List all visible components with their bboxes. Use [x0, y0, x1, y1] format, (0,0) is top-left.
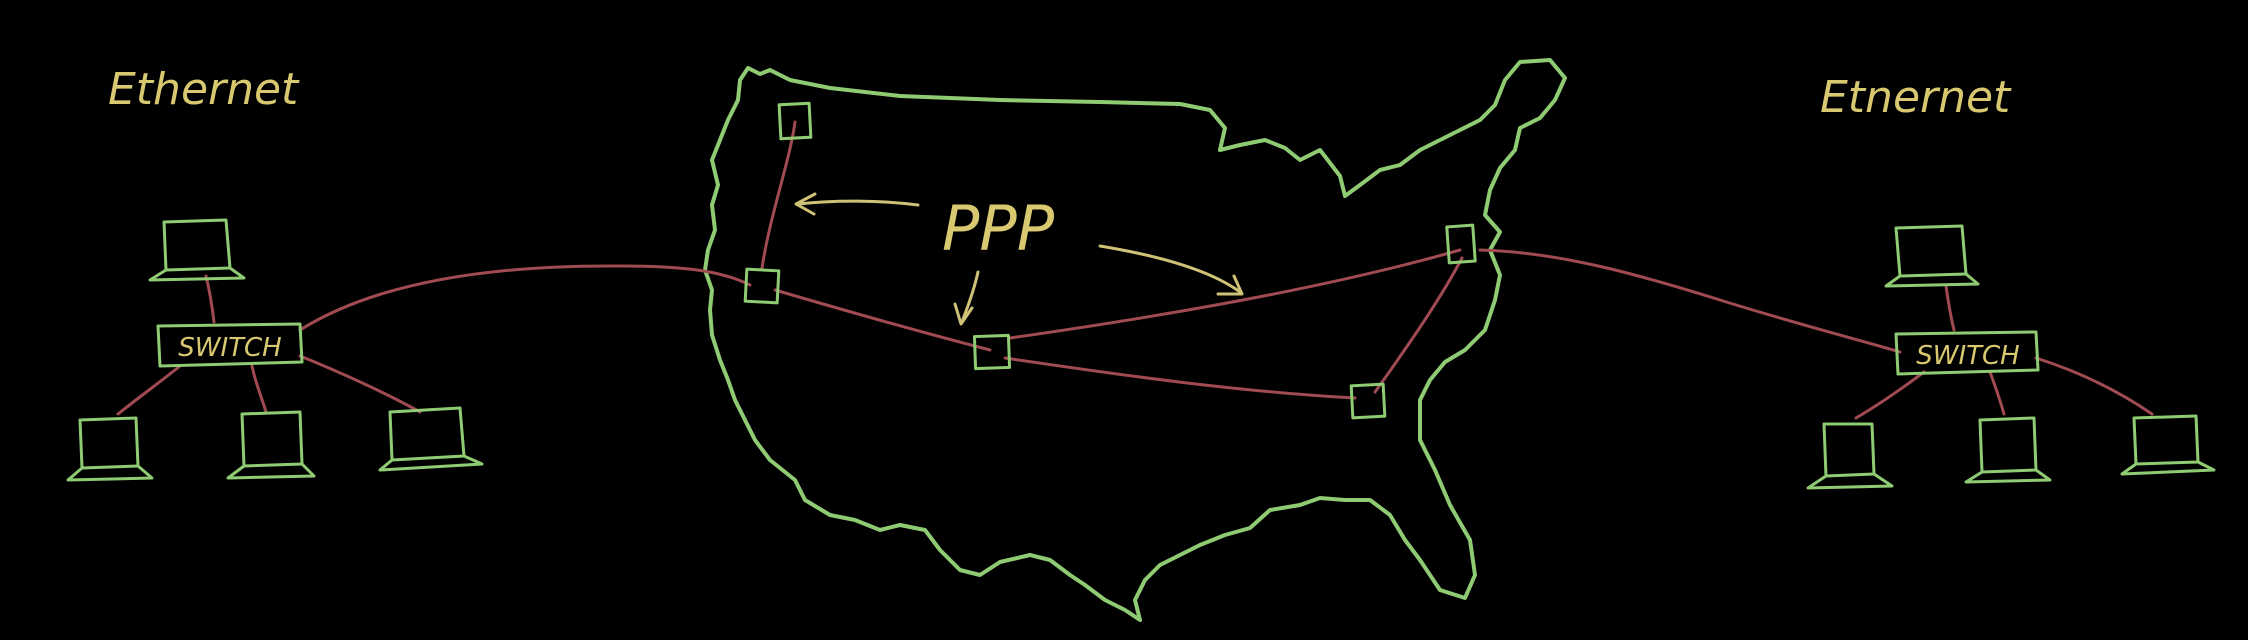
lan-link	[1988, 370, 2006, 416]
laptop-icon	[2120, 414, 2216, 476]
wan-link-center-east	[1008, 248, 1462, 340]
lan-link	[1854, 370, 1926, 420]
right-network-label: Etnernet	[1820, 72, 2012, 123]
us-map-outline	[703, 58, 1567, 622]
lan-link	[204, 274, 216, 324]
ppp-arrow-right-head	[1216, 274, 1244, 296]
left-network-label: Ethernet	[108, 64, 300, 115]
left-lan: SWITCH	[66, 218, 484, 482]
lan-link	[2034, 356, 2154, 416]
lan-link	[1944, 284, 1956, 332]
router-box-icon	[743, 267, 781, 305]
laptop-icon	[226, 410, 316, 480]
laptop-icon	[148, 218, 246, 282]
router-box-icon	[972, 333, 1012, 371]
left-switch-label: SWITCH	[178, 333, 281, 363]
wan-link-south-east	[1373, 256, 1464, 394]
wan-link-center-south	[1003, 356, 1357, 400]
lan-link	[250, 364, 268, 414]
router-box-icon	[777, 101, 813, 141]
ppp-arrow-down-head	[953, 302, 974, 326]
laptop-icon	[1964, 416, 2052, 484]
ppp-arrow-left	[796, 199, 920, 207]
laptop-icon	[66, 416, 154, 482]
left-switch: SWITCH	[156, 322, 304, 368]
ppp-arrow-left-head	[794, 192, 817, 216]
ppp-arrow-right	[1098, 244, 1242, 294]
lan-link	[298, 354, 422, 414]
lan-link	[116, 364, 182, 416]
ppp-arrow-down	[960, 270, 980, 324]
router-box-icon	[1445, 223, 1477, 265]
link-east-right-switch	[1478, 248, 1902, 354]
laptop-icon	[1884, 224, 1980, 288]
laptop-icon	[378, 406, 484, 472]
right-switch-label: SWITCH	[1916, 341, 2019, 371]
link-left-switch-west	[298, 264, 752, 332]
laptop-icon	[1806, 422, 1894, 490]
wan-link-west-center	[773, 288, 992, 352]
wan-protocol-label: PPP	[942, 192, 1055, 265]
right-lan: SWITCH	[1806, 224, 2216, 490]
right-switch: SWITCH	[1894, 330, 2040, 376]
wan-link-nw-vertical	[760, 120, 797, 270]
router-box-icon	[1349, 382, 1387, 420]
